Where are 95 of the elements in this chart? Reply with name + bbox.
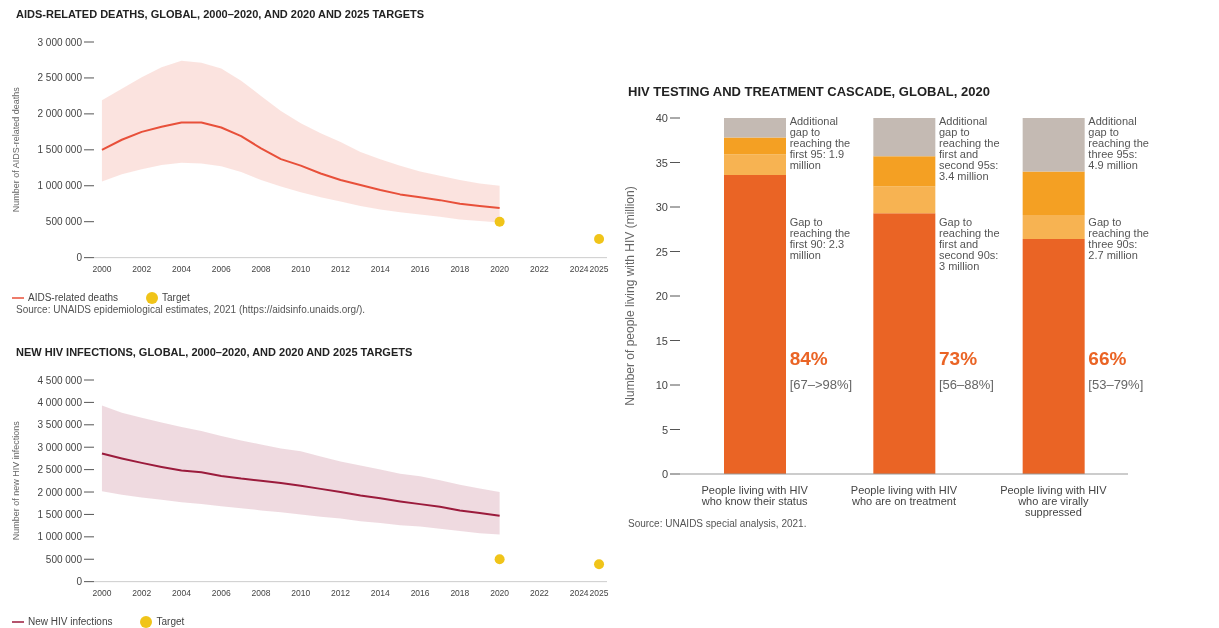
x-tick-label: 2002 [132,587,152,598]
y-axis-title: Number of new HIV infections [11,420,22,541]
x-tick-label: 2016 [410,263,430,274]
bar [724,137,786,155]
source-note: Source: UNAIDS special analysis, 2021. [628,518,808,529]
bar [724,174,786,474]
y-tick-label: 4 500 000 [37,374,83,386]
bar [724,118,786,138]
x-tick-label: 2000 [92,263,112,274]
y-tick-label: 1 000 000 [37,531,83,543]
annotation: 66% [1088,348,1127,370]
y-tick-label: 35 [655,156,668,169]
y-tick-label: 0 [76,576,83,588]
annotation: Additional gap to reaching the three 95s: 4.9 million [1088,114,1149,171]
y-tick-label: 4 000 000 [37,396,83,408]
line-series [100,452,501,517]
x-tick-label: 2020 [490,587,510,598]
x-tick-label: 2025 [589,587,609,598]
y-tick-label: 3 500 000 [37,419,83,431]
annotation: [53–79%] [1088,376,1144,392]
chart-title: HIV TESTING AND TREATMENT CASCADE, GLOBAL, 2020 [628,84,991,101]
x-tick-label: 2018 [450,587,470,598]
y-tick-label: 0 [661,468,668,480]
y-tick-label: 500 000 [45,553,83,565]
chart-title: AIDS-RELATED DEATHS, GLOBAL, 2000–2020, AND 2020 AND 2025 TARGETS [16,8,426,22]
x-tick-label: 2004 [172,263,192,274]
annotation: [67–>98%] [789,376,853,392]
bar [1022,215,1085,240]
x-tick-label: 2010 [291,587,311,598]
x-tick-label: 2020 [490,263,510,274]
line-series [100,121,501,210]
bar [873,213,936,474]
x-tick-label: 2022 [529,587,550,598]
y-tick-label: 3 000 000 [37,441,83,453]
legend-label: AIDS-related deaths [28,291,119,303]
annotation: 73% [939,348,978,370]
x-tick-label: 2006 [211,587,231,598]
y-tick-label: 2 500 000 [37,464,83,476]
x-tick-label: 2012 [331,263,351,274]
x-tick-label: 2000 [92,587,112,598]
annotation: Gap to reaching the first 90: 2.3 million [789,216,851,262]
y-tick-label: 2 000 000 [37,486,83,498]
y-tick-label: 1 500 000 [37,144,83,156]
annotation: Gap to reaching the three 90s: 2.7 million [1088,216,1149,262]
x-tick-label: 2008 [251,263,271,274]
x-tick-label: People living with HIV who are virally suppressed [1000,483,1108,518]
y-tick-label: 20 [655,290,668,302]
y-tick-label: 3 000 000 [37,36,83,48]
bar [873,118,936,157]
y-tick-label: 0 [76,252,83,264]
y-tick-label: 2 000 000 [37,108,83,120]
bar [1022,239,1085,474]
x-tick-label: 2014 [370,263,391,274]
x-tick-label: 2012 [331,587,351,598]
x-tick-label: 2022 [529,263,550,274]
bar [873,156,936,187]
x-tick-label: 2014 [370,587,391,598]
y-tick-label: 25 [655,245,668,258]
x-tick-label: 2008 [251,587,271,598]
y-tick-label: 1 500 000 [37,508,83,520]
source-note: Source: UNAIDS epidemiological estimates, 2021 (https://aidsinfo.unaids.org/). [16,304,367,315]
chart-title: NEW HIV INFECTIONS, GLOBAL, 2000–2020, AND 2020 AND 2025 TARGETS [16,346,414,360]
y-tick-label: 40 [655,112,668,124]
annotation: Gap to reaching the first and second 90s: 3 million [939,216,1000,273]
bar [724,154,786,175]
x-tick-label: 2006 [211,263,231,274]
annotation: 84% [789,348,828,370]
x-tick-label: 2002 [132,263,152,274]
annotation: Additional gap to reaching the first 95: 1.9 million [789,114,851,171]
bar [1022,118,1085,172]
bar [1022,171,1085,216]
x-tick-label: 2004 [172,587,192,598]
x-tick-label: 2010 [291,263,311,274]
y-axis-title: Number of people living with HIV (million) [623,186,638,406]
y-tick-label: 5 [661,423,668,436]
y-tick-label: 15 [655,334,668,347]
annotation: Additional gap to reaching the first and second 95s: 3.4 million [939,114,1000,182]
x-tick-label: 2024 [569,587,589,598]
y-tick-label: 1 000 000 [37,180,83,192]
y-tick-label: 2 500 000 [37,72,83,84]
x-tick-label: 2016 [410,587,430,598]
legend-label: Target [156,615,185,627]
legend-label: Target [162,291,190,303]
x-tick-label: People living with HIV who are on treatment [850,483,958,507]
x-tick-label: 2018 [450,263,470,274]
y-tick-label: 10 [655,379,668,391]
x-tick-label: People living with HIV who know their status [700,483,809,507]
x-tick-label: 2024 [569,263,589,274]
y-tick-label: 500 000 [45,216,83,228]
annotation: [56–88%] [939,376,994,392]
y-tick-label: 30 [655,201,668,213]
bar [873,186,936,214]
y-axis-title: Number of AIDS-related deaths [11,86,22,213]
legend-label: New HIV infections [28,615,113,627]
x-tick-label: 2025 [589,263,609,274]
